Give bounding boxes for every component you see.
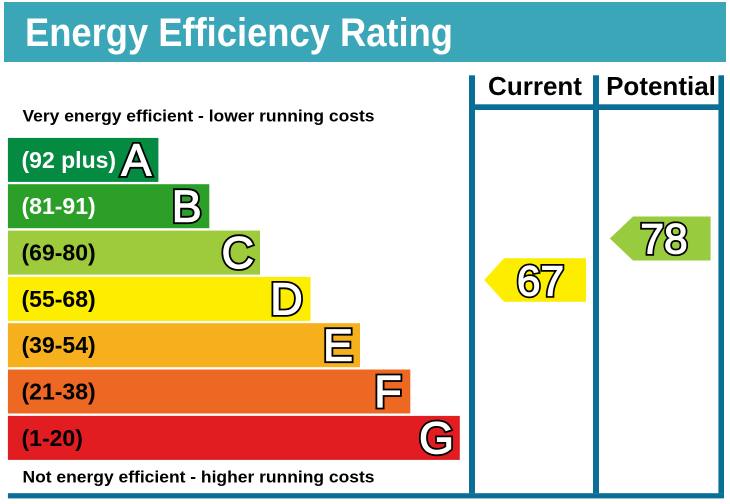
svg-text:Potential: Potential [606, 71, 716, 101]
svg-text:Energy Efficiency Rating: Energy Efficiency Rating [25, 11, 453, 55]
svg-text:(1-20): (1-20) [22, 425, 83, 451]
svg-text:(39-54): (39-54) [22, 332, 96, 358]
svg-text:Very energy efficient - lower: Very energy efficient - lower running co… [23, 107, 375, 126]
svg-text:(81-91): (81-91) [22, 193, 96, 219]
svg-text:(55-68): (55-68) [22, 286, 96, 312]
svg-text:(21-38): (21-38) [22, 378, 96, 404]
svg-text:(69-80): (69-80) [22, 240, 96, 266]
svg-text:(92 plus): (92 plus) [22, 147, 117, 173]
svg-text:Current: Current [488, 71, 582, 101]
svg-text:Not energy efficient - higher: Not energy efficient - higher running co… [23, 468, 375, 487]
